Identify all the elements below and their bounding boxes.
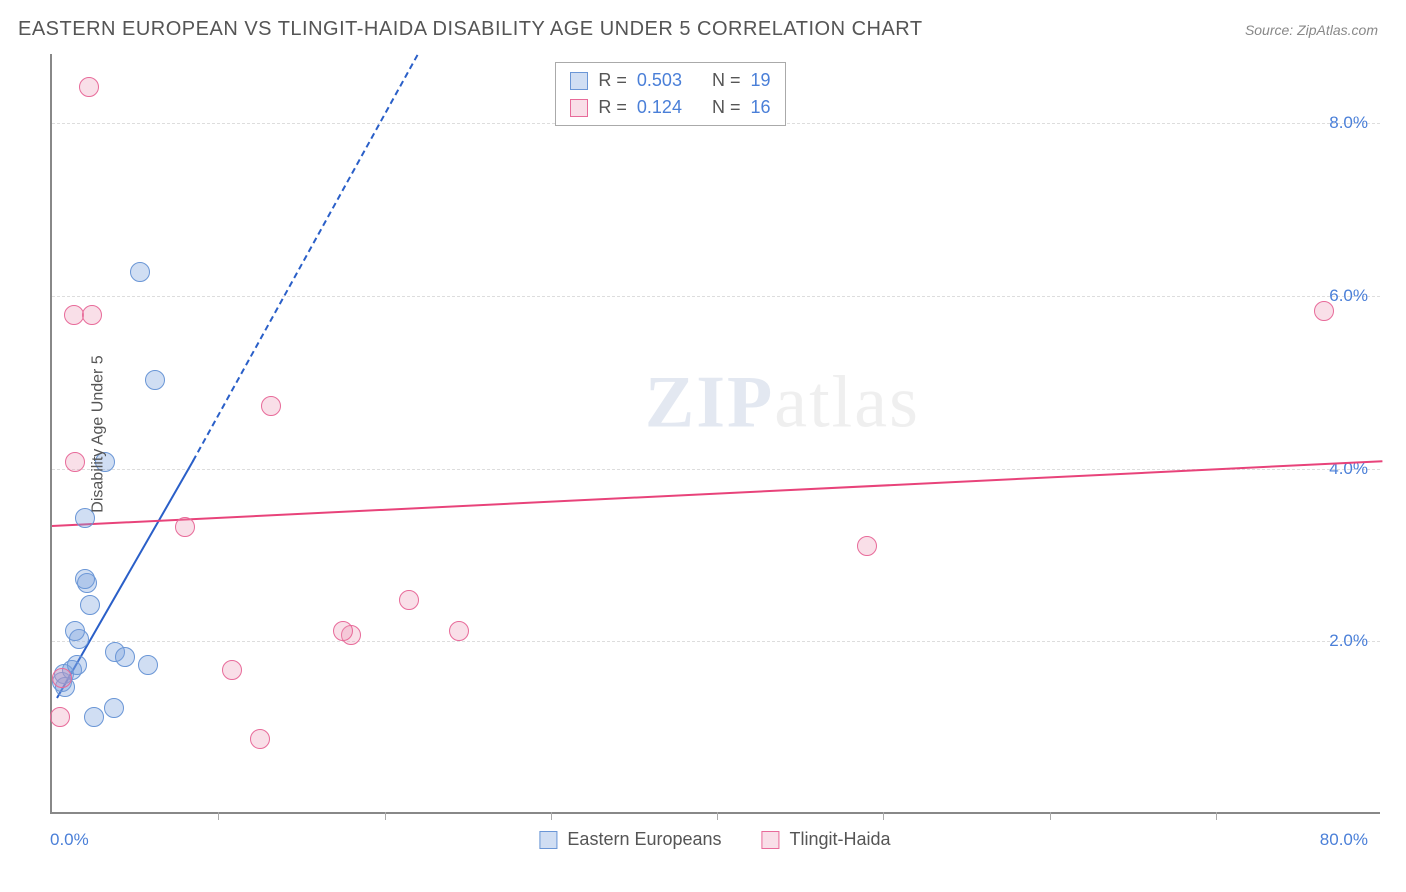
scatter-point	[222, 660, 242, 680]
stat-n-value: 16	[750, 94, 770, 121]
x-tick	[883, 812, 884, 820]
series-legend: Eastern Europeans Tlingit-Haida	[539, 829, 890, 850]
scatter-point	[333, 621, 353, 641]
scatter-point	[82, 305, 102, 325]
legend-label: Tlingit-Haida	[790, 829, 891, 850]
scatter-point	[75, 569, 95, 589]
legend-item: Tlingit-Haida	[762, 829, 891, 850]
y-axis-title: Disability Age Under 5	[90, 355, 108, 512]
y-tick-label: 6.0%	[1329, 286, 1368, 306]
x-axis-max-label: 80.0%	[1320, 830, 1368, 850]
y-tick-label: 2.0%	[1329, 631, 1368, 651]
stat-r-label: R =	[598, 94, 627, 121]
stat-r-label: R =	[598, 67, 627, 94]
legend-swatch	[570, 99, 588, 117]
watermark-atlas: atlas	[774, 361, 920, 443]
chart-header: EASTERN EUROPEAN VS TLINGIT-HAIDA DISABI…	[0, 0, 1406, 49]
gridline	[52, 296, 1380, 297]
plot-region: ZIPatlas 2.0%4.0%6.0%8.0%	[50, 54, 1380, 814]
scatter-point	[79, 77, 99, 97]
scatter-point	[130, 262, 150, 282]
x-tick	[1050, 812, 1051, 820]
scatter-point	[65, 452, 85, 472]
scatter-point	[857, 536, 877, 556]
scatter-point	[115, 647, 135, 667]
x-tick	[551, 812, 552, 820]
x-axis-min-label: 0.0%	[50, 830, 89, 850]
scatter-point	[52, 668, 72, 688]
scatter-point	[1314, 301, 1334, 321]
chart-source: Source: ZipAtlas.com	[1245, 22, 1378, 38]
scatter-point	[50, 707, 70, 727]
chart-area: ZIPatlas 2.0%4.0%6.0%8.0% Disability Age…	[50, 54, 1380, 814]
x-tick	[717, 812, 718, 820]
chart-title: EASTERN EUROPEAN VS TLINGIT-HAIDA DISABI…	[18, 18, 923, 41]
trend-line-extrapolated	[192, 55, 418, 462]
scatter-point	[104, 698, 124, 718]
scatter-point	[84, 707, 104, 727]
legend-swatch	[762, 831, 780, 849]
stats-row: R = 0.503 N = 19	[570, 67, 770, 94]
stat-r-value: 0.124	[637, 94, 682, 121]
legend-swatch	[570, 72, 588, 90]
x-tick	[385, 812, 386, 820]
stat-n-label: N =	[712, 94, 741, 121]
stat-n-value: 19	[750, 67, 770, 94]
stats-row: R = 0.124 N = 16	[570, 94, 770, 121]
trend-line	[52, 460, 1382, 527]
y-tick-label: 8.0%	[1329, 113, 1368, 133]
x-tick	[218, 812, 219, 820]
gridline	[52, 641, 1380, 642]
watermark-zip: ZIP	[645, 361, 774, 443]
legend-swatch	[539, 831, 557, 849]
stat-r-value: 0.503	[637, 67, 682, 94]
scatter-point	[449, 621, 469, 641]
scatter-point	[80, 595, 100, 615]
scatter-point	[250, 729, 270, 749]
legend-label: Eastern Europeans	[567, 829, 721, 850]
scatter-point	[145, 370, 165, 390]
scatter-point	[65, 621, 85, 641]
x-tick	[1216, 812, 1217, 820]
legend-item: Eastern Europeans	[539, 829, 721, 850]
scatter-point	[175, 517, 195, 537]
scatter-point	[64, 305, 84, 325]
stats-legend-box: R = 0.503 N = 19 R = 0.124 N = 16	[555, 62, 785, 126]
scatter-point	[261, 396, 281, 416]
stat-n-label: N =	[712, 67, 741, 94]
scatter-point	[399, 590, 419, 610]
watermark: ZIPatlas	[645, 360, 920, 445]
scatter-point	[138, 655, 158, 675]
